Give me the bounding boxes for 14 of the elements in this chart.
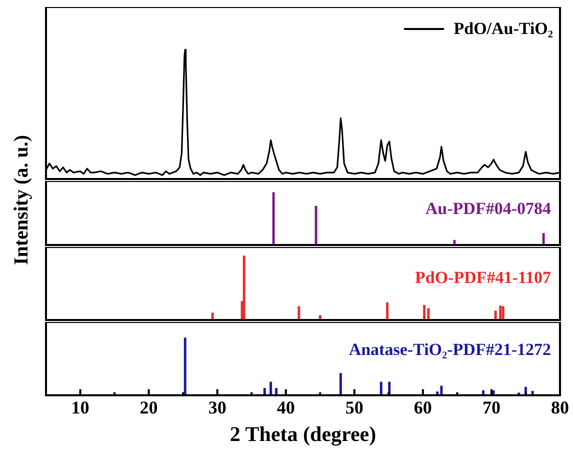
- series-label: Au-PDF#04-0784: [425, 199, 551, 219]
- y-axis-title: Intensity (a. u.): [10, 134, 34, 266]
- x-tick-label: 70: [482, 398, 500, 418]
- x-tick-label: 50: [345, 398, 364, 418]
- x-axis-title: 2 Theta (degree): [230, 422, 376, 446]
- x-tick-label: 20: [140, 398, 158, 418]
- x-tick-label: 30: [208, 398, 226, 418]
- legend-label: PdO/Au-TiO₂: [454, 19, 553, 39]
- series-label: PdO-PDF#41-1107: [415, 268, 551, 288]
- x-tick-label: 40: [276, 398, 295, 418]
- series-label: Anatase-TiO₂-PDF#21-1272: [348, 340, 551, 360]
- x-tick-label: 60: [414, 398, 432, 418]
- x-tick-label: 80: [551, 398, 569, 418]
- x-tick-label: 10: [71, 398, 90, 418]
